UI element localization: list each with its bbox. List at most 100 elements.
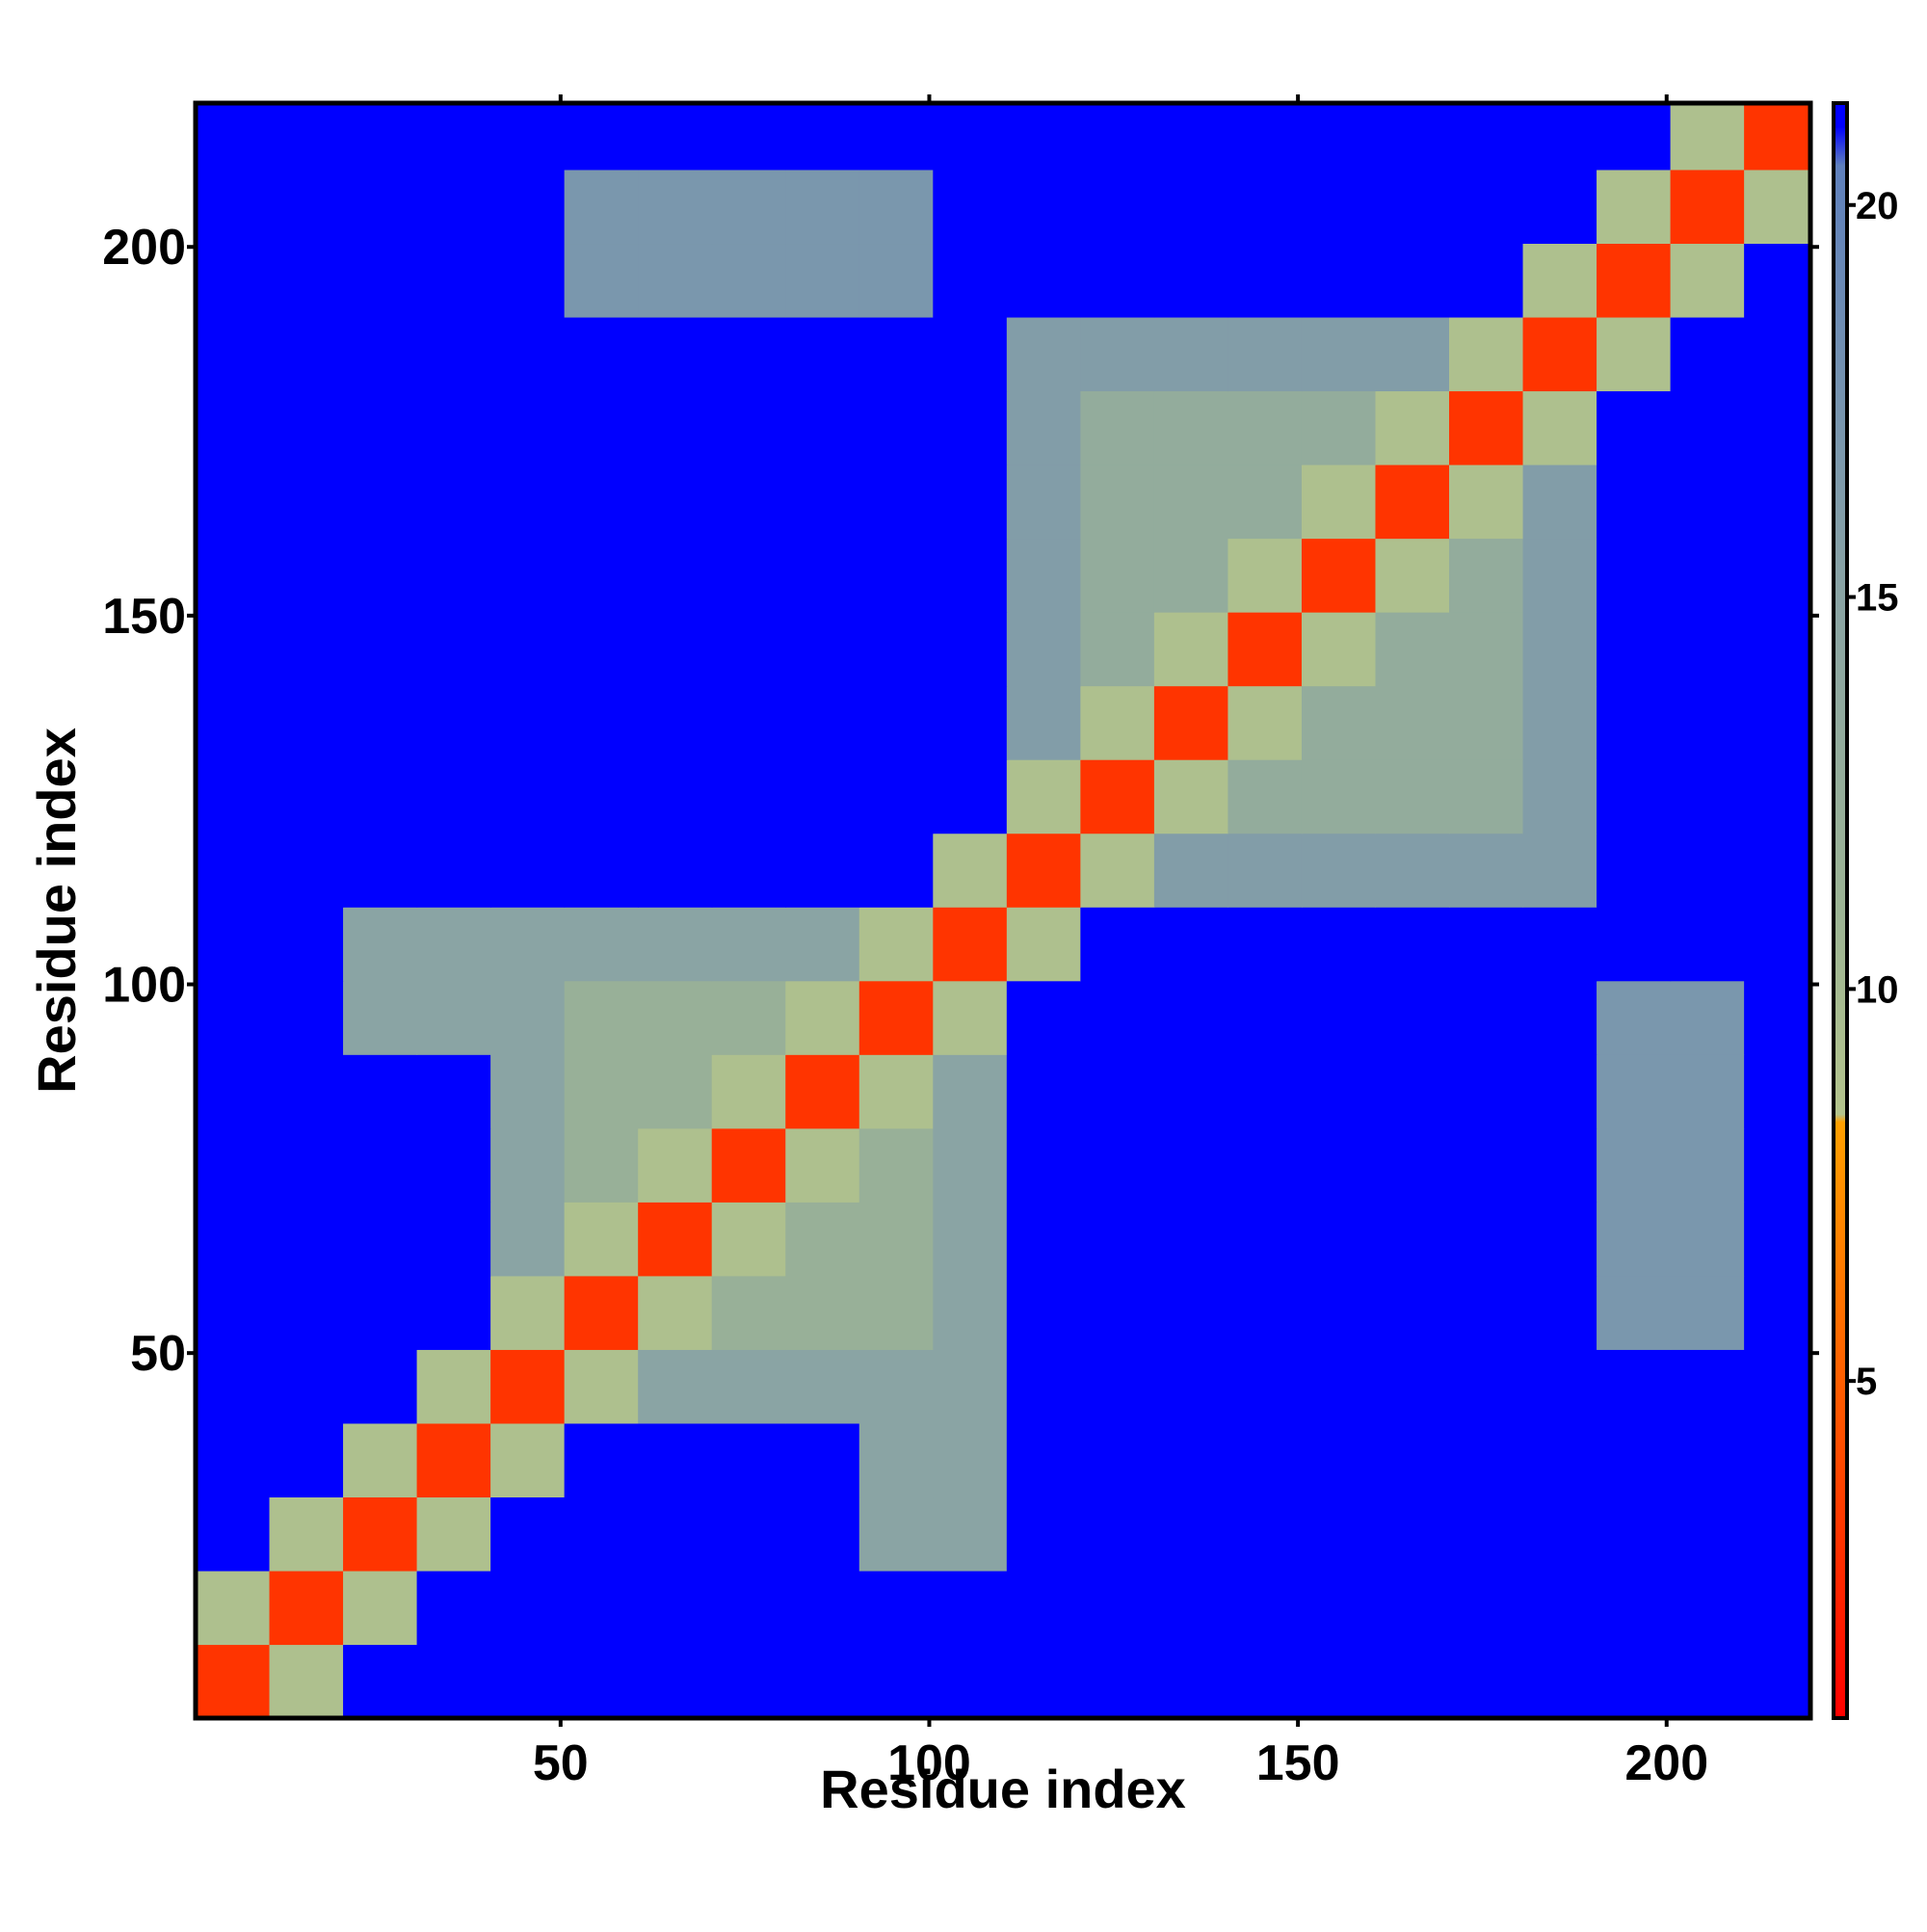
heatmap-cell (1080, 316, 1155, 392)
heatmap-cell (858, 907, 934, 982)
x-tick-label: 50 (533, 1735, 589, 1791)
heatmap-cell (1080, 1496, 1155, 1572)
heatmap-cell (1153, 538, 1229, 613)
heatmap-cell (343, 1054, 418, 1129)
heatmap-cell (564, 1570, 639, 1646)
heatmap-cell (1522, 1422, 1597, 1498)
heatmap-cell (1670, 538, 1745, 613)
heatmap-cell (858, 612, 934, 687)
heatmap-cell (1080, 685, 1155, 760)
heatmap-cell (269, 980, 344, 1055)
heatmap-cell (1006, 612, 1081, 687)
heatmap-cell (1080, 980, 1155, 1055)
heatmap-cell (1670, 759, 1745, 834)
heatmap-cell (638, 316, 713, 392)
heatmap-cell (1522, 1570, 1597, 1646)
heatmap-cell (1375, 1496, 1450, 1572)
heatmap-cell (1375, 1127, 1450, 1203)
heatmap-cell (343, 103, 418, 171)
heatmap-cell (1153, 612, 1229, 687)
x-axis-title: Residue index (820, 1759, 1186, 1819)
heatmap-cell (1597, 1496, 1672, 1572)
heatmap-cell (1301, 390, 1377, 465)
heatmap-cell (1375, 759, 1450, 834)
heatmap-cell (416, 759, 491, 834)
heatmap-cell (858, 685, 934, 760)
heatmap-cell (490, 390, 566, 465)
heatmap-cell (1449, 538, 1524, 613)
heatmap-cell (269, 685, 344, 760)
heatmap-cell (196, 759, 271, 834)
y-tick-label: 150 (102, 589, 186, 645)
heatmap-cell (1522, 1054, 1597, 1129)
heatmap-cell (933, 1127, 1008, 1203)
heatmap-cell (490, 463, 566, 540)
heatmap-cell (785, 759, 860, 834)
heatmap-cell (1597, 759, 1672, 834)
heatmap-cell (711, 538, 786, 613)
heatmap-cell (1375, 980, 1450, 1055)
heatmap-cell (785, 1127, 860, 1203)
heatmap-cell (1744, 685, 1810, 760)
heatmap-cell (785, 1496, 860, 1572)
heatmap-cell (711, 1570, 786, 1646)
heatmap-cell (416, 907, 491, 982)
heatmap-cell (1153, 243, 1229, 318)
heatmap-cell (1227, 390, 1303, 465)
heatmap-cell (564, 1054, 639, 1129)
heatmap-cell (1006, 103, 1081, 171)
heatmap-cell (490, 980, 566, 1055)
heatmap-cell (933, 685, 1008, 760)
heatmap-cell (638, 103, 713, 171)
heatmap-cell (1006, 1644, 1081, 1718)
heatmap-cell (1301, 1644, 1377, 1718)
heatmap-cell (1375, 390, 1450, 465)
heatmap-cell (933, 103, 1008, 171)
heatmap-cell (564, 390, 639, 465)
heatmap-cell (1449, 169, 1524, 245)
heatmap-cell (416, 463, 491, 540)
heatmap-cell (785, 980, 860, 1055)
heatmap-cell (416, 980, 491, 1055)
heatmap-cell (1301, 1054, 1377, 1129)
heatmap-cell (490, 1496, 566, 1572)
heatmap-cell (1006, 316, 1081, 392)
heatmap-cell (1227, 612, 1303, 687)
heatmap-cell (343, 1496, 418, 1572)
heatmap-cell (1522, 907, 1597, 982)
heatmap-cell (1301, 243, 1377, 318)
heatmap-cell (564, 833, 639, 908)
heatmap-cell (1006, 1496, 1081, 1572)
heatmap-cell (711, 1202, 786, 1277)
heatmap-cell (269, 1054, 344, 1129)
heatmap-cell (711, 612, 786, 687)
heatmap-cell (933, 1570, 1008, 1646)
heatmap-cell (1227, 1054, 1303, 1129)
heatmap-cell (638, 1349, 713, 1424)
heatmap-cell (1375, 612, 1450, 687)
heatmap-cell (343, 1570, 418, 1646)
heatmap-cell (933, 169, 1008, 245)
heatmap-cell (858, 1349, 934, 1424)
heatmap-cell (638, 169, 713, 245)
heatmap-cell (1153, 1349, 1229, 1424)
heatmap-cell (196, 1570, 271, 1646)
heatmap-cell (785, 833, 860, 908)
heatmap-cell (196, 907, 271, 982)
heatmap-cell (416, 390, 491, 465)
heatmap-cell (196, 685, 271, 760)
heatmap-cell (1375, 243, 1450, 318)
heatmap-cell (1670, 463, 1745, 540)
colorbar (1832, 101, 1849, 1720)
heatmap-cell (1744, 1054, 1810, 1129)
heatmap-cell (1670, 907, 1745, 982)
heatmap-cell (1449, 1349, 1524, 1424)
heatmap-cell (933, 1496, 1008, 1572)
y-tick-label: 200 (102, 220, 186, 276)
heatmap-cell (196, 463, 271, 540)
heatmap-cell (638, 907, 713, 982)
heatmap-cell (196, 243, 271, 318)
heatmap-cell (490, 685, 566, 760)
heatmap-cell (269, 1349, 344, 1424)
heatmap-cell (1597, 980, 1672, 1055)
